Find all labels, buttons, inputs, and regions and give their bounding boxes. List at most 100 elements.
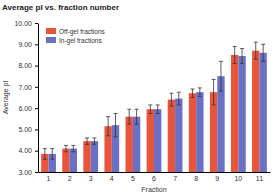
- legend-item: Off-gel fractions: [46, 28, 106, 36]
- error-bar: [190, 89, 194, 98]
- tick-label: 8.00: [18, 62, 32, 69]
- tick-label: 5: [131, 175, 135, 182]
- error-cap: [114, 113, 118, 114]
- tick-label: 6.00: [18, 105, 32, 112]
- error-cap: [254, 59, 258, 60]
- error-bar: [261, 44, 265, 61]
- tick: 7.00: [18, 84, 38, 91]
- tick-label: 9.00: [18, 41, 32, 48]
- error-cap: [177, 104, 181, 105]
- error-line: [73, 145, 74, 151]
- bar: [168, 100, 175, 172]
- error-line: [192, 89, 193, 98]
- axis-line: [39, 172, 271, 173]
- error-cap: [156, 113, 160, 114]
- tick: 5: [131, 172, 135, 182]
- error-cap: [156, 104, 160, 105]
- bar: [231, 55, 238, 172]
- legend-item: In-gel fractions: [46, 37, 102, 45]
- error-cap: [148, 104, 152, 105]
- error-cap: [198, 87, 202, 88]
- error-cap: [240, 48, 244, 49]
- error-cap: [92, 144, 96, 145]
- tick: 10.00: [14, 20, 38, 27]
- error-bar: [106, 117, 110, 136]
- error-bar: [198, 88, 202, 97]
- error-cap: [85, 137, 89, 138]
- error-line: [52, 149, 53, 160]
- error-line: [157, 105, 158, 114]
- axis-line: [38, 24, 39, 173]
- error-cap: [106, 116, 110, 117]
- title: Average pI vs. fraction number: [2, 3, 119, 12]
- bar: [133, 117, 140, 172]
- bar: [62, 149, 69, 172]
- error-bar: [71, 145, 75, 151]
- error-cap: [92, 137, 96, 138]
- error-cap: [198, 96, 202, 97]
- error-line: [65, 145, 66, 151]
- error-cap: [219, 61, 223, 62]
- error-bar: [43, 149, 47, 160]
- tick: 3.00: [18, 169, 38, 176]
- legend: Off-gel fractionsIn-gel fractions: [46, 28, 106, 45]
- tick: 5.00: [18, 126, 38, 133]
- tick: 9.00: [18, 41, 38, 48]
- error-cap: [127, 124, 131, 125]
- tick: 10: [234, 172, 242, 182]
- legend-label: Off-gel fractions: [59, 28, 106, 36]
- error-cap: [135, 109, 139, 110]
- tick: 1: [47, 172, 51, 182]
- error-cap: [148, 113, 152, 114]
- tick-label: 11: [256, 175, 263, 182]
- error-line: [44, 149, 45, 160]
- error-cap: [233, 63, 237, 64]
- bar: [83, 141, 90, 172]
- error-bar: [240, 49, 244, 64]
- error-bar: [254, 42, 258, 59]
- tick-label: 2: [68, 175, 72, 182]
- error-bar: [169, 93, 173, 106]
- error-cap: [261, 44, 265, 45]
- error-line: [115, 113, 116, 136]
- bar: [196, 92, 203, 172]
- y-axis-title: Average pI: [2, 81, 10, 115]
- tick-label: 4.00: [18, 147, 32, 154]
- tick-label: 7: [173, 175, 177, 182]
- bar: [259, 53, 266, 172]
- error-line: [178, 92, 179, 105]
- error-cap: [169, 93, 173, 94]
- error-bar: [135, 109, 139, 124]
- bar: [126, 117, 133, 172]
- tick-mark: [35, 172, 38, 173]
- error-bar: [148, 105, 152, 114]
- error-cap: [190, 88, 194, 89]
- tick-mark: [35, 23, 38, 24]
- error-line: [242, 49, 243, 64]
- error-line: [213, 79, 214, 105]
- x-axis: 1234567891011: [39, 172, 271, 182]
- tick-label: 7.00: [18, 84, 32, 91]
- marks: [41, 42, 267, 172]
- error-cap: [43, 148, 47, 149]
- error-line: [87, 138, 88, 144]
- tick-mark: [35, 108, 38, 109]
- error-cap: [169, 106, 173, 107]
- error-cap: [114, 136, 118, 137]
- error-cap: [64, 145, 68, 146]
- error-bar: [233, 46, 237, 63]
- error-bar: [127, 109, 131, 124]
- error-bar: [92, 138, 96, 144]
- tick-label: 5.00: [18, 126, 32, 133]
- tick: 6: [152, 172, 156, 182]
- error-cap: [219, 91, 223, 92]
- error-line: [234, 46, 235, 63]
- error-line: [171, 93, 172, 106]
- error-bar: [156, 105, 160, 114]
- error-cap: [240, 63, 244, 64]
- bar: [70, 149, 77, 172]
- tick-label: 3.00: [18, 169, 32, 176]
- tick-mark: [35, 66, 38, 67]
- tick-label: 10: [234, 175, 242, 182]
- tick: 3: [89, 172, 93, 182]
